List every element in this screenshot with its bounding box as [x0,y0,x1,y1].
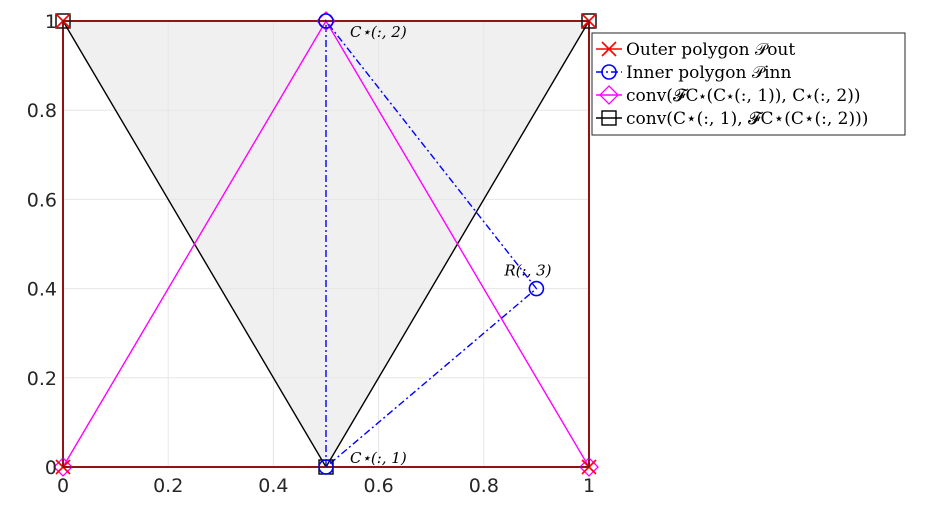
y-tick-label: 0.2 [27,368,57,390]
shaded-region [63,21,589,467]
y-tick-label: 0.4 [27,279,57,301]
marker-o [528,280,545,297]
legend-box [591,32,906,136]
x-tick-label: 1 [583,475,595,497]
axis-ticks: 0 0.2 0.4 0.6 0.8 1 0 0.2 0.4 0.6 0.8 1 [27,11,595,497]
y-tick-label: 1 [45,11,57,33]
legend-item: Outer polygon 𝒫out [596,40,795,60]
legend-label: conv(C⋆(:, 1), 𝓕C⋆(C⋆(:, 2))) [626,109,868,129]
annotation-label: C⋆(:, 1) [350,449,407,467]
annotation-label: R(:, 3) [503,262,551,280]
y-tick-label: 0.6 [27,189,57,211]
legend-label: Outer polygon 𝒫out [626,40,795,60]
series-markers [53,11,599,477]
y-tick-label: 0 [45,457,57,479]
x-tick-label: 0.2 [153,475,183,497]
marker-diamond [599,85,619,105]
x-tick-label: 0.8 [469,475,499,497]
series-line-1 [325,18,538,468]
x-tick-label: 0.4 [258,475,288,497]
marker-x [601,41,617,57]
legend-item: Inner polygon 𝒫inn [596,63,791,83]
annotation-label: C⋆(:, 2) [350,23,407,41]
x-tick-label: 0.6 [363,475,393,497]
marker-diamond [579,457,599,477]
y-tick-label: 0.8 [27,100,57,122]
legend: Outer polygon 𝒫out Inner polygon 𝒫inn conv… [591,32,906,136]
marker-square [601,110,617,126]
legend-label: Inner polygon 𝒫inn [626,63,791,83]
axes-frame [62,20,590,468]
x-tick-label: 0 [57,475,69,497]
annotations: C⋆(:, 2) R(:, 3) C⋆(:, 1) [350,23,552,467]
legend-item: conv(C⋆(:, 1), 𝓕C⋆(C⋆(:, 2))) [596,109,868,129]
marker-o [601,64,617,80]
marker-diamond [53,457,73,477]
legend-item: conv(𝓕C⋆(C⋆(:, 1)), C⋆(:, 2)) [596,85,860,106]
legend-label: conv(𝓕C⋆(C⋆(:, 1)), C⋆(:, 2)) [626,86,860,106]
